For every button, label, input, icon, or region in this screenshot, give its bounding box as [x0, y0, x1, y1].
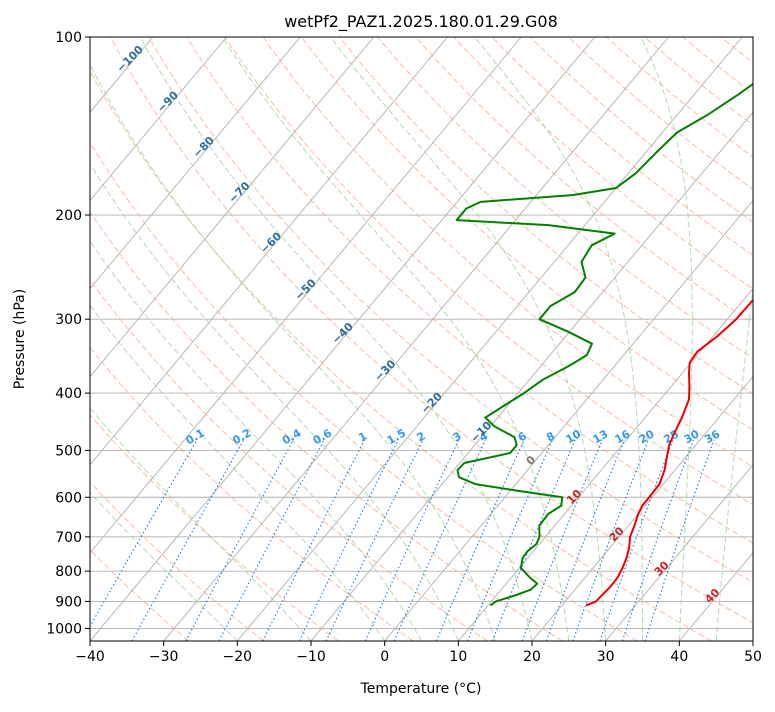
chart-title: wetPf2_PAZ1.2025.180.01.29.G08 [284, 12, 558, 32]
x-tick-label: 30 [597, 649, 615, 665]
y-tick-label: 600 [55, 490, 82, 506]
x-tick-label: −30 [149, 649, 179, 665]
y-tick-label: 1000 [46, 621, 82, 637]
y-tick-label: 400 [55, 386, 82, 402]
y-tick-label: 200 [55, 208, 82, 224]
y-tick-label: 500 [55, 443, 82, 459]
y-tick-label: 800 [55, 564, 82, 580]
x-tick-label: 40 [670, 649, 688, 665]
x-tick-label: 20 [523, 649, 541, 665]
x-tick-label: −40 [75, 649, 105, 665]
y-tick-label: 300 [55, 312, 82, 328]
y-axis-label: Pressure (hPa) [12, 289, 28, 389]
x-tick-label: 50 [744, 649, 762, 665]
x-tick-label: −10 [296, 649, 326, 665]
x-tick-label: 10 [449, 649, 467, 665]
y-tick-label: 700 [55, 530, 82, 546]
x-tick-label: 0 [380, 649, 389, 665]
y-tick-label: 900 [55, 594, 82, 610]
x-tick-label: −20 [223, 649, 253, 665]
x-axis-label: Temperature (°C) [360, 681, 482, 697]
y-tick-label: 100 [55, 30, 82, 46]
